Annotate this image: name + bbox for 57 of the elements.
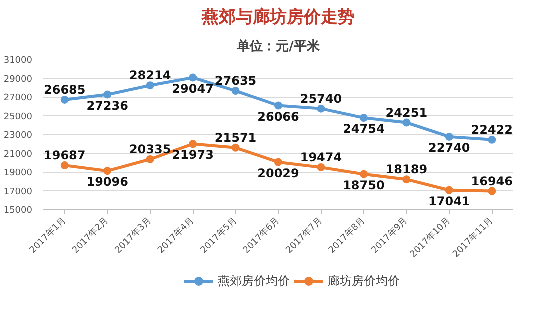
point	[360, 170, 368, 178]
data-label: 19096	[86, 175, 128, 190]
chart-subtitle: 单位：元/平米	[236, 38, 321, 54]
point	[488, 136, 496, 144]
data-label: 27236	[86, 98, 128, 113]
data-label: 29047	[172, 82, 214, 96]
data-label: 17041	[428, 194, 470, 208]
y-tick-label: 29000	[4, 74, 33, 85]
data-label: 18189	[386, 162, 428, 177]
data-label: 28214	[129, 68, 172, 83]
point	[60, 162, 69, 170]
point	[402, 118, 411, 127]
y-tick-label: 27000	[4, 94, 33, 104]
data-label: 18750	[343, 178, 385, 192]
point	[104, 90, 112, 99]
data-label: 24251	[386, 106, 428, 120]
point	[146, 155, 154, 164]
data-label: 21571	[214, 130, 257, 145]
y-tick-label: 19000	[4, 168, 33, 178]
data-label: 20335	[129, 142, 172, 156]
y-tick-label: 17000	[4, 187, 33, 198]
data-label: 26066	[258, 110, 300, 124]
legend-label: 廊坊房价均价	[328, 272, 400, 290]
point	[445, 132, 454, 141]
y-tick-label: 31000	[4, 56, 33, 66]
y-tick-label: 15000	[4, 206, 33, 216]
data-label: 27635	[214, 74, 257, 88]
y-tick-label: 21000	[4, 150, 33, 160]
point	[232, 87, 240, 96]
data-label: 16946	[471, 174, 514, 188]
point	[104, 167, 112, 176]
point	[445, 186, 454, 194]
chart-title: 燕郊与廊坊房价走势	[201, 8, 355, 28]
point	[360, 114, 368, 122]
data-label: 22422	[471, 122, 514, 137]
data-label: 24754	[343, 122, 385, 136]
point	[317, 164, 326, 172]
point	[232, 144, 240, 152]
point	[60, 96, 69, 104]
point	[274, 102, 282, 110]
point	[317, 104, 326, 113]
data-label: 19474	[300, 150, 342, 165]
data-label: 25740	[300, 92, 342, 106]
y-tick-label: 23000	[4, 131, 33, 141]
y-tick-label: 25000	[4, 112, 33, 122]
point	[146, 82, 154, 90]
data-label: 22740	[428, 140, 470, 155]
data-label: 26685	[44, 82, 86, 97]
point	[189, 140, 198, 148]
point	[189, 74, 198, 82]
point	[402, 176, 411, 184]
point	[274, 158, 282, 166]
point	[488, 187, 496, 196]
data-label: 20029	[258, 166, 300, 180]
legend-label: 燕郊房价均价	[218, 272, 290, 290]
data-label: 19687	[44, 148, 86, 163]
data-label: 21973	[172, 148, 214, 162]
